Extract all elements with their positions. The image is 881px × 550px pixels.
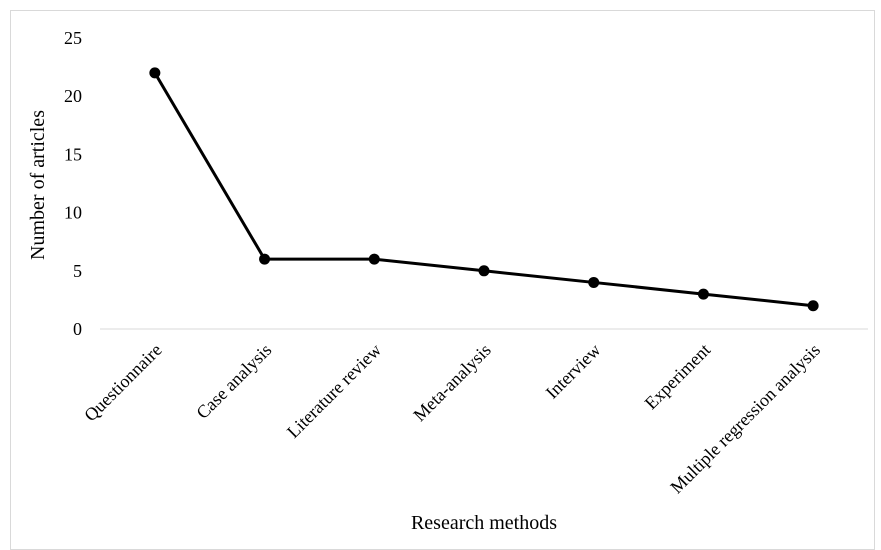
y-tick-label: 10 (64, 203, 82, 223)
y-axis-title: Number of articles (27, 110, 49, 260)
x-tick-label: Experiment (641, 340, 715, 414)
data-point (259, 253, 271, 265)
y-tick-label: 0 (73, 319, 82, 339)
data-point (588, 276, 600, 288)
x-tick-label: Interview (542, 340, 605, 403)
y-tick-label: 5 (73, 261, 82, 281)
data-points (149, 67, 819, 312)
data-point (149, 67, 161, 79)
data-point (697, 288, 709, 300)
x-tick-label: Case analysis (192, 340, 275, 423)
x-tick-label: Questionnaire (80, 340, 166, 426)
chart-frame (10, 10, 875, 550)
y-tick-label: 20 (64, 86, 82, 106)
y-tick-label: 15 (64, 144, 82, 164)
x-axis-ticks: Questionnaire Case analysis Literature rev… (80, 340, 824, 498)
data-point (368, 253, 380, 265)
line-chart: 0 5 10 15 20 25 Questionnaire Case analysis Lit… (27, 28, 868, 533)
x-axis-title: Research methods (411, 512, 557, 533)
data-point (807, 300, 819, 312)
y-axis-ticks: 0 5 10 15 20 25 (64, 28, 82, 339)
x-tick-label: Meta-analysis (409, 340, 495, 426)
data-point (478, 265, 490, 277)
x-tick-label: Literature review (283, 340, 385, 442)
y-tick-label: 25 (64, 28, 82, 48)
